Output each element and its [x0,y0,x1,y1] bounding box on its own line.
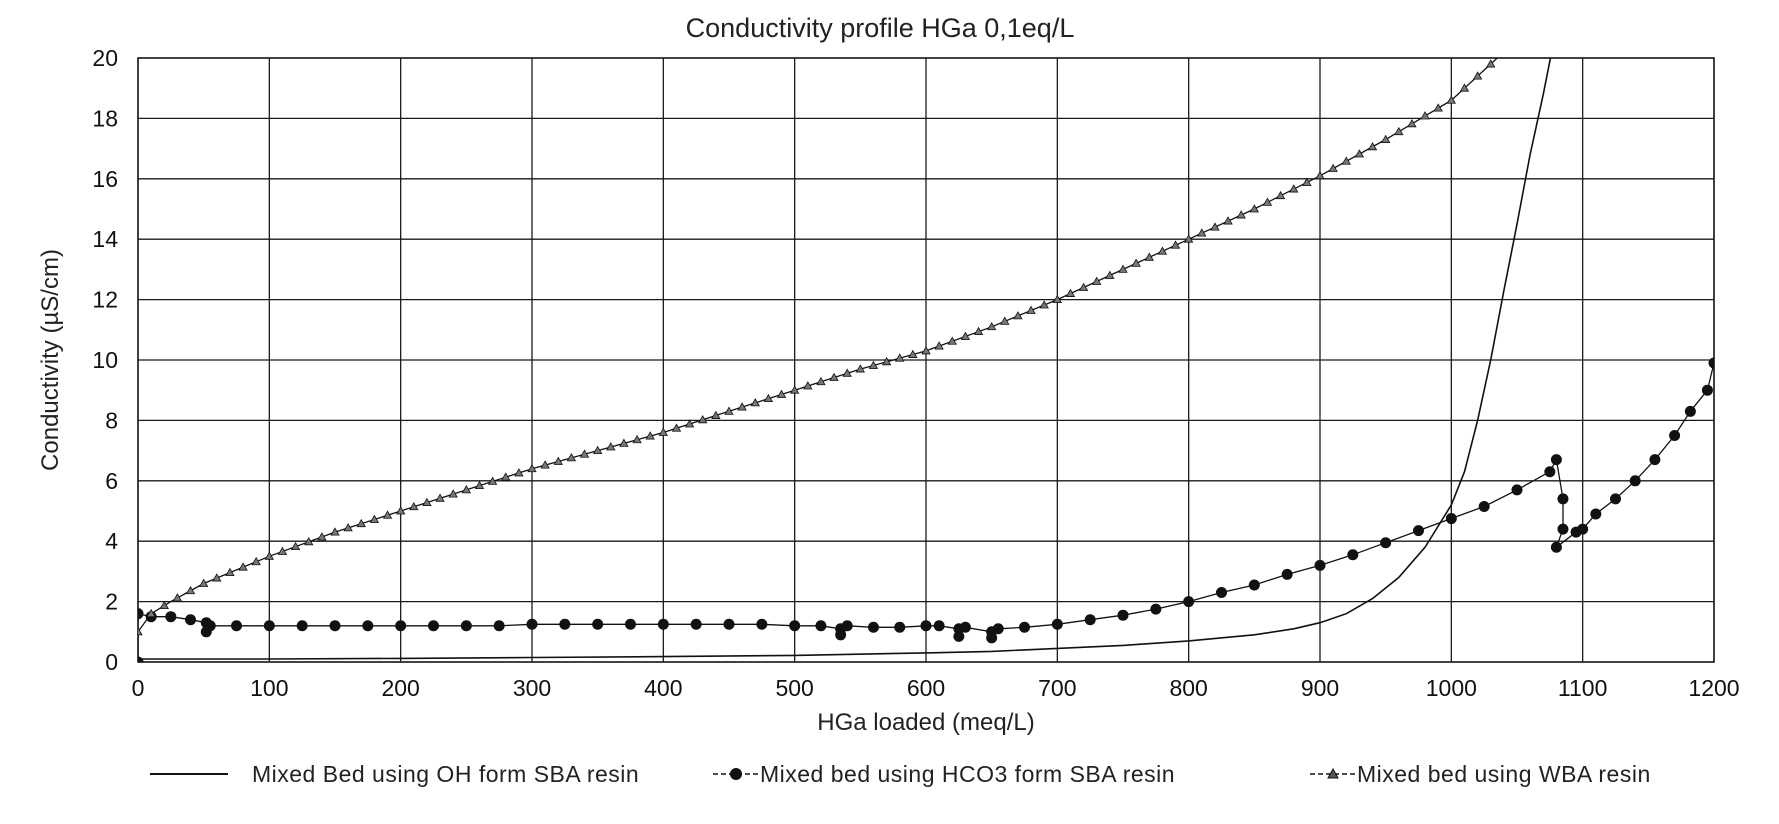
chart-title: Conductivity profile HGa 0,1eq/L [686,13,1075,43]
data-point [1512,484,1523,495]
y-tick-label: 20 [92,45,118,71]
data-point [165,611,176,622]
data-point [1590,509,1601,520]
data-point [1249,579,1260,590]
x-tick-label: 300 [513,675,551,701]
data-point [1183,596,1194,607]
data-point [1702,385,1713,396]
data-point [1557,524,1568,535]
y-tick-label: 2 [105,589,118,615]
data-point [724,619,735,630]
data-point [1685,406,1696,417]
data-point [1557,493,1568,504]
x-tick-label: 700 [1038,675,1076,701]
data-point [815,620,826,631]
y-tick-label: 16 [92,166,118,192]
y-tick-label: 18 [92,105,118,131]
data-point [960,622,971,633]
data-point [953,631,964,642]
data-point [1282,569,1293,580]
data-point [428,620,439,631]
data-point [894,622,905,633]
y-tick-label: 6 [105,468,118,494]
data-point [133,608,144,619]
data-point [1052,619,1063,630]
data-point [842,620,853,631]
data-point [1380,537,1391,548]
data-point [527,619,538,630]
x-tick-label: 200 [381,675,419,701]
data-point [559,619,570,630]
data-point [297,620,308,631]
data-point [205,620,216,631]
x-axis-label: HGa loaded (meq/L) [817,709,1034,736]
legend-label-hco3: Mixed bed using HCO3 form SBA resin [760,761,1175,787]
data-point [1551,454,1562,465]
data-point [1216,587,1227,598]
data-point [1413,525,1424,536]
x-tick-label: 600 [907,675,945,701]
data-point [1630,475,1641,486]
x-tick-label: 900 [1301,675,1339,701]
data-point [1544,466,1555,477]
data-point [756,619,767,630]
x-tick-label: 800 [1169,675,1207,701]
x-tick-label: 0 [132,675,145,701]
data-point [494,620,505,631]
data-point [986,632,997,643]
data-point [592,619,603,630]
data-point [691,619,702,630]
data-point [185,614,196,625]
data-point [1019,622,1030,633]
y-tick-label: 4 [105,528,118,554]
data-point [921,620,932,631]
data-point [231,620,242,631]
x-tick-label: 1200 [1688,675,1739,701]
data-point [993,623,1004,634]
legend-label-oh: Mixed Bed using OH form SBA resin [252,761,639,787]
x-tick-label: 1000 [1426,675,1477,701]
data-point [835,629,846,640]
data-point [789,620,800,631]
data-point [362,620,373,631]
data-point [1446,513,1457,524]
y-tick-label: 14 [92,226,118,252]
data-point [1610,493,1621,504]
data-point [934,620,945,631]
data-point [330,620,341,631]
data-point [1118,610,1129,621]
data-point [1150,604,1161,615]
data-point [1551,542,1562,553]
x-tick-label: 1100 [1558,675,1607,701]
data-point [1709,358,1720,369]
y-tick-label: 8 [105,407,118,433]
data-point [868,622,879,633]
data-point [1315,560,1326,571]
legend: Mixed Bed using OH form SBA resin Mixed … [150,761,1651,787]
data-point [1347,549,1358,560]
data-point [264,620,275,631]
y-tick-label: 10 [92,347,118,373]
legend-label-wba: Mixed bed using WBA resin [1357,761,1651,787]
y-tick-label: 0 [105,649,118,675]
data-point [461,620,472,631]
data-point [395,620,406,631]
data-point [1669,430,1680,441]
x-tick-label: 500 [775,675,813,701]
y-tick-label: 12 [92,287,118,313]
y-axis-label: Conductivity (µS/cm) [37,249,64,471]
data-point [625,619,636,630]
x-tick-label: 100 [250,675,288,701]
data-point [1577,524,1588,535]
data-point [133,657,144,668]
data-point [658,619,669,630]
x-tick-label: 400 [644,675,682,701]
data-point [1479,501,1490,512]
data-point [1085,614,1096,625]
data-point [1649,454,1660,465]
legend-swatch-hco3-marker [730,768,742,780]
